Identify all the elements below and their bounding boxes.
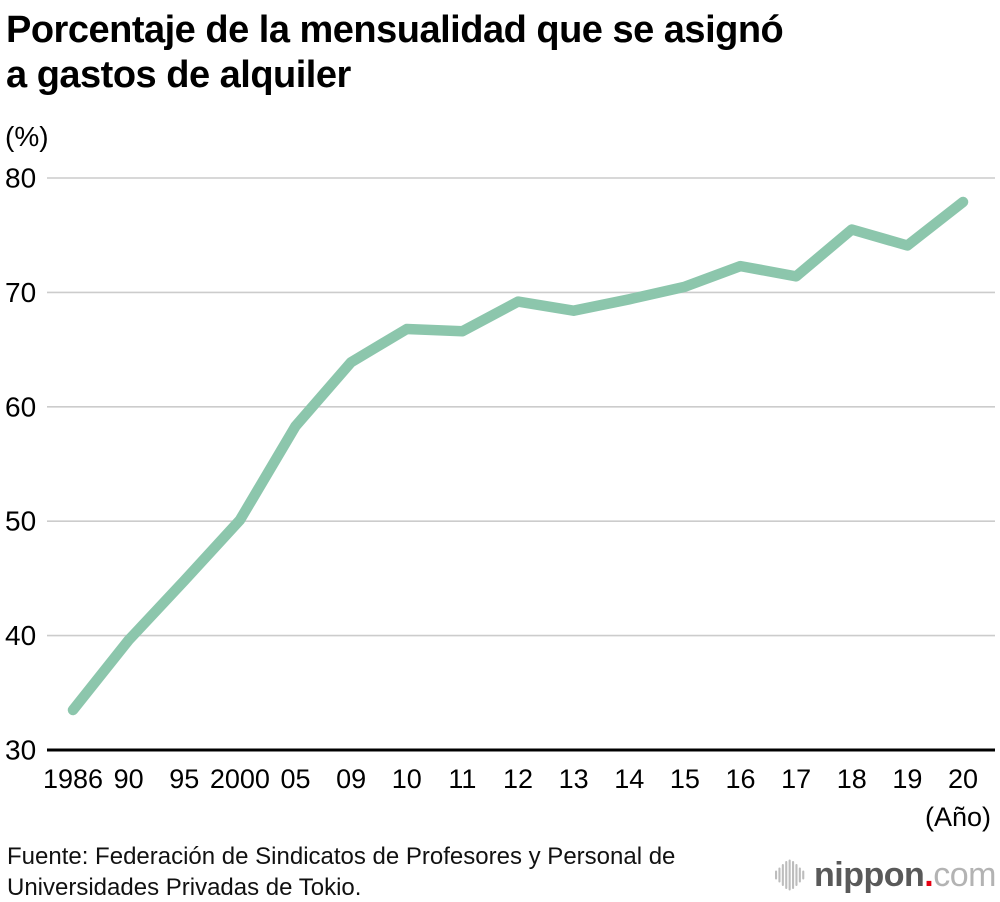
x-tick-label: 16	[725, 764, 755, 794]
y-axis-unit-label: (%)	[5, 121, 49, 152]
soundwave-icon	[775, 859, 805, 891]
x-tick-label: 19	[892, 764, 922, 794]
x-tick-label: 18	[837, 764, 867, 794]
x-tick-label: 11	[448, 764, 476, 794]
chart-title-line2: a gastos de alquiler	[6, 54, 351, 96]
soundwave-bar	[781, 864, 784, 886]
soundwave-bar	[778, 867, 781, 883]
data-line	[67, 196, 969, 716]
x-tick-label: 10	[392, 764, 422, 794]
y-tick-label: 60	[5, 391, 36, 422]
x-tick-label: 90	[114, 764, 144, 794]
nippon-logo: nippon. com	[774, 855, 996, 895]
soundwave-bar	[795, 864, 798, 886]
x-tick-label: 05	[280, 764, 310, 794]
nippon-logo-com: com	[933, 856, 996, 894]
soundwave-bar	[802, 870, 805, 880]
x-tick-label: 15	[670, 764, 700, 794]
y-tick-label: 80	[5, 163, 36, 194]
chart-title: Porcentaje de la mensualidad que se asig…	[6, 8, 784, 98]
y-tick-label: 40	[5, 620, 36, 651]
soundwave-bar	[775, 870, 778, 880]
x-tick-label: 09	[336, 764, 366, 794]
x-axis-unit-label: (Año)	[924, 802, 991, 832]
x-tick-label: 13	[559, 764, 589, 794]
soundwave-bar	[785, 861, 788, 889]
nippon-logo-text: nippon	[814, 856, 925, 894]
x-tick-label: 12	[503, 764, 533, 794]
y-tick-label: 30	[5, 735, 36, 766]
line-chart: 30 40 50 60 70 80 1986 90 95 2000 05 09 10 11 12 13 14 15…	[5, 163, 995, 794]
x-tick-label: 20	[948, 764, 978, 794]
soundwave-bar	[788, 859, 791, 891]
soundwave-bar	[792, 861, 795, 889]
x-tick-label: 2000	[210, 764, 270, 794]
x-tick-label: 14	[614, 764, 644, 794]
x-tick-label: 95	[169, 764, 199, 794]
x-tick-label: 17	[781, 764, 811, 794]
source-note: Fuente: Federación de Sindicatos de Prof…	[7, 841, 675, 902]
y-tick-label: 50	[5, 506, 36, 537]
y-tick-label: 70	[5, 277, 36, 308]
x-tick-label: 1986	[43, 764, 103, 794]
nippon-logo-dot: .	[924, 856, 934, 894]
source-line1: Fuente: Federación de Sindicatos de Prof…	[7, 843, 676, 870]
soundwave-bar	[798, 867, 801, 883]
chart-title-line1: Porcentaje de la mensualidad que se asig…	[6, 9, 784, 51]
source-line2: Universidades Privadas de Tokio.	[7, 874, 362, 901]
